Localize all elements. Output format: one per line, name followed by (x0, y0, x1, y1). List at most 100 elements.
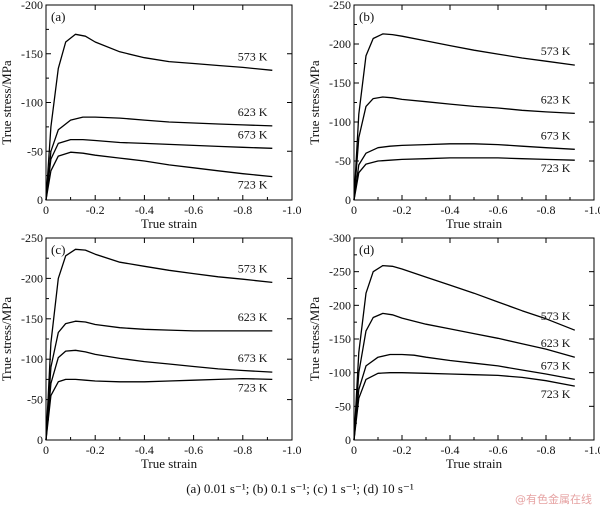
series-label: 623 K (541, 92, 571, 106)
series-line-723k (353, 157, 575, 201)
series-line-573k (45, 33, 273, 201)
y-tick-label: -100 (21, 96, 43, 110)
x-tick-label: -1.0 (283, 203, 302, 217)
x-tick-label: -0.4 (441, 443, 460, 457)
y-tick-label: -200 (21, 271, 43, 285)
y-tick-label: -50 (335, 154, 351, 168)
y-tick-label: 0 (345, 433, 351, 447)
series-label: 573 K (541, 44, 571, 58)
y-tick-label: -100 (329, 366, 351, 380)
series-line-573k (353, 264, 576, 441)
panel-label: (a) (51, 9, 65, 24)
x-tick-label: -1.0 (585, 443, 600, 457)
x-tick-label: -0.2 (393, 203, 412, 217)
series-label: 623 K (541, 336, 571, 350)
series-line-723k (353, 372, 575, 441)
x-tick-label: -0.2 (86, 443, 105, 457)
panel-label: (b) (359, 9, 374, 24)
series-label: 673 K (541, 128, 571, 142)
y-tick-label: -150 (329, 332, 351, 346)
series-label: 723 K (541, 387, 571, 401)
series-line-673k (45, 138, 273, 201)
x-tick-label: -0.8 (537, 443, 556, 457)
x-tick-label: -0.4 (441, 203, 460, 217)
y-tick-label: 0 (37, 193, 43, 207)
x-tick-label: -0.4 (135, 443, 154, 457)
y-axis-label: True stress/MPa (307, 297, 322, 382)
plot-frame (45, 4, 293, 201)
series-line-673k (353, 353, 575, 441)
x-tick-label: -0.2 (86, 203, 105, 217)
series-line-723k (45, 377, 273, 441)
x-tick-label: -0.6 (184, 443, 203, 457)
y-axis-label: True stress/MPa (0, 60, 14, 145)
series-label: 573 K (238, 49, 268, 63)
x-axis-label: True strain (446, 456, 503, 471)
panel-label: (d) (359, 242, 374, 257)
series-label: 673 K (238, 351, 268, 365)
chart-panel-d: 0 -0.2 -0.4 -0.6 -0.8 -1.0 0 -50 -100 -150 -200 -25… (307, 231, 600, 471)
x-tick-label: -0.6 (184, 203, 203, 217)
y-tick-label: -100 (21, 352, 43, 366)
y-tick-label: -150 (21, 47, 43, 61)
x-tick-label: -0.4 (135, 203, 154, 217)
y-tick-label: -150 (329, 76, 351, 90)
x-tick-label: 0 (43, 443, 49, 457)
x-tick-label: -0.8 (537, 203, 556, 217)
y-tick-label: -250 (329, 265, 351, 279)
series-line-573k (45, 248, 273, 441)
x-tick-label: 0 (351, 443, 357, 457)
series-label: 723 K (238, 380, 268, 394)
figure-caption: (a) 0.01 s⁻¹; (b) 0.1 s⁻¹; (c) 1 s⁻¹; (d… (186, 481, 414, 496)
y-tick-label: 0 (345, 193, 351, 207)
chart-panel-a: 0 -0.2 -0.4 -0.6 -0.8 -1.0 0 -50 -100 -150 -200 Tru… (0, 0, 302, 231)
panel-label: (c) (51, 242, 65, 257)
watermark: @有色金属在线 (515, 493, 592, 506)
y-tick-label: -200 (329, 298, 351, 312)
x-axis-label: True strain (446, 216, 503, 231)
x-tick-label: -1.0 (585, 203, 600, 217)
y-tick-label: -300 (329, 231, 351, 245)
x-tick-label: 0 (43, 203, 49, 217)
y-tick-label: -100 (329, 115, 351, 129)
y-tick-label: -250 (329, 0, 351, 12)
x-tick-label: -1.0 (283, 443, 302, 457)
series-label: 573 K (238, 261, 268, 275)
series-line-723k (45, 151, 273, 201)
x-tick-label: 0 (351, 203, 357, 217)
series-line-673k (45, 349, 273, 441)
y-tick-label: -200 (329, 37, 351, 51)
series-line-573k (353, 33, 575, 201)
y-tick-label: -250 (21, 231, 43, 245)
y-axis-label: True stress/MPa (307, 60, 322, 145)
y-tick-label: -50 (27, 393, 43, 407)
x-tick-label: -0.6 (489, 203, 508, 217)
y-tick-label: -50 (335, 399, 351, 413)
series-label: 723 K (238, 178, 268, 192)
series-label: 673 K (541, 358, 571, 372)
chart-panel-b: 0 -0.2 -0.4 -0.6 -0.8 -1.0 0 -50 -100 -150 -200 -25… (307, 0, 600, 231)
series-line-623k (353, 312, 575, 441)
series-label: 623 K (238, 105, 268, 119)
series-label: 673 K (238, 127, 268, 141)
x-tick-label: -0.8 (233, 443, 252, 457)
series-label: 623 K (238, 310, 268, 324)
y-tick-label: -200 (21, 0, 43, 12)
x-tick-label: -0.8 (233, 203, 252, 217)
x-axis-label: True strain (141, 216, 198, 231)
series-label: 573 K (541, 309, 571, 323)
y-axis-label: True stress/MPa (0, 297, 14, 382)
y-tick-label: -50 (27, 144, 43, 158)
x-tick-label: -0.6 (489, 443, 508, 457)
series-line-623k (45, 320, 273, 441)
x-axis-label: True strain (141, 456, 198, 471)
y-tick-label: 0 (37, 433, 43, 447)
series-label: 723 K (541, 161, 571, 175)
series-line-623k (45, 116, 273, 201)
series-line-673k (353, 143, 575, 201)
x-tick-label: -0.2 (393, 443, 412, 457)
y-tick-label: -150 (21, 312, 43, 326)
series-line-623k (353, 96, 575, 201)
chart-panel-c: 0 -0.2 -0.4 -0.6 -0.8 -1.0 0 -50 -100 -150 -200 -25… (0, 231, 302, 471)
